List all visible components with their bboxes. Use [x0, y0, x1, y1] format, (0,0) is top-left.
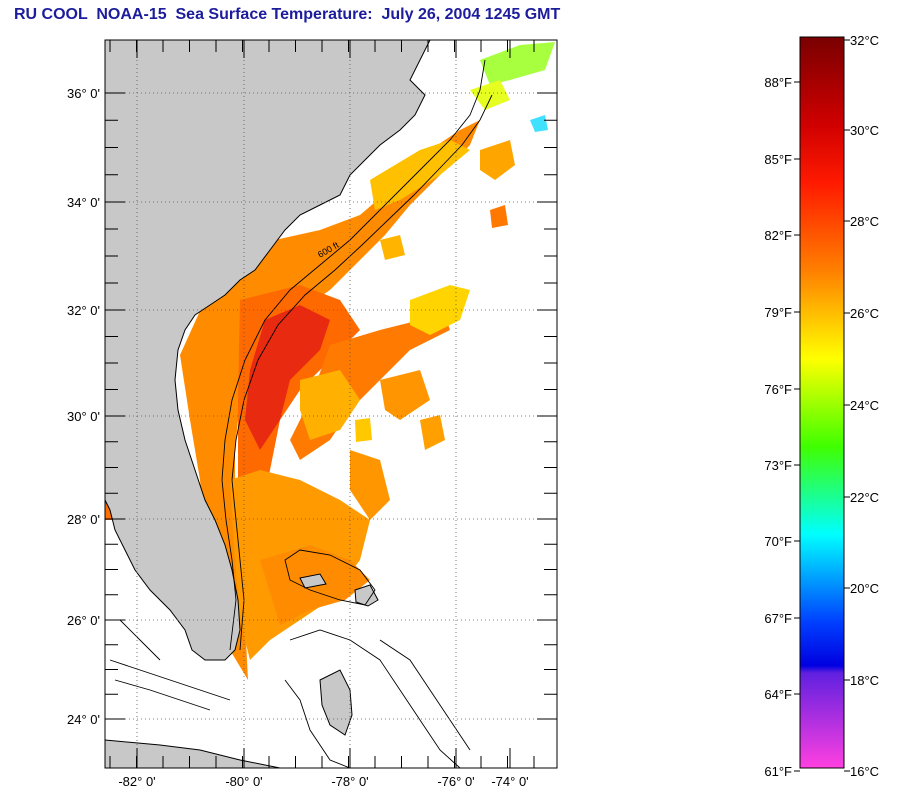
- celsius-label: 18°C: [850, 673, 879, 688]
- fahrenheit-label: 82°F: [764, 228, 792, 243]
- celsius-label: 22°C: [850, 490, 879, 505]
- celsius-label: 20°C: [850, 581, 879, 596]
- fahrenheit-label: 70°F: [764, 534, 792, 549]
- latitude-axis: 36° 0' 34° 0' 32° 0' 30° 0' 28° 0' 26° 0' 24° …: [67, 86, 557, 727]
- fahrenheit-label: 73°F: [764, 458, 792, 473]
- lat-label: 26° 0': [67, 613, 100, 628]
- fahrenheit-label: 85°F: [764, 152, 792, 167]
- celsius-label: 28°C: [850, 214, 879, 229]
- lon-label: -76° 0': [437, 774, 474, 789]
- map-gridlines: [105, 40, 557, 768]
- fahrenheit-label: 67°F: [764, 611, 792, 626]
- lon-label: -80° 0': [225, 774, 262, 789]
- celsius-label: 16°C: [850, 764, 879, 779]
- lat-label: 32° 0': [67, 303, 100, 318]
- map-frame: [104, 39, 558, 769]
- lat-label: 36° 0': [67, 86, 100, 101]
- celsius-label: 24°C: [850, 398, 879, 413]
- fahrenheit-label: 76°F: [764, 382, 792, 397]
- celsius-label: 32°C: [850, 33, 879, 48]
- lat-label: 30° 0': [67, 409, 100, 424]
- colorbar-gradient: [799, 36, 845, 769]
- lon-label: -82° 0': [118, 774, 155, 789]
- fahrenheit-label: 79°F: [764, 305, 792, 320]
- lon-label: -74° 0': [491, 774, 528, 789]
- lat-label: 28° 0': [67, 512, 100, 527]
- land-layer: [105, 40, 431, 768]
- celsius-label: 26°C: [850, 306, 879, 321]
- colorbar: 32°C 30°C 28°C 26°C 24°C 22°C 20°C 18°C 16°C 88°…: [764, 33, 879, 779]
- fahrenheit-label: 61°F: [764, 764, 792, 779]
- fahrenheit-label: 64°F: [764, 687, 792, 702]
- longitude-axis: -82° 0' -80° 0' -78° 0' -76° 0' -74° 0': [109, 40, 535, 789]
- depth-contours: [109, 59, 493, 768]
- colorbar-fahrenheit-labels: 88°F 85°F 82°F 79°F 76°F 73°F 70°F 67°F 64°F 61°F: [764, 75, 800, 779]
- lat-label: 24° 0': [67, 712, 100, 727]
- map-title: RU COOL NOAA-15 Sea Surface Temperature:…: [14, 6, 561, 23]
- celsius-label: 30°C: [850, 123, 879, 138]
- colorbar-celsius-labels: 32°C 30°C 28°C 26°C 24°C 22°C 20°C 18°C 16°C: [844, 33, 879, 779]
- lon-label: -78° 0': [331, 774, 368, 789]
- fahrenheit-label: 88°F: [764, 75, 792, 90]
- lat-label: 34° 0': [67, 195, 100, 210]
